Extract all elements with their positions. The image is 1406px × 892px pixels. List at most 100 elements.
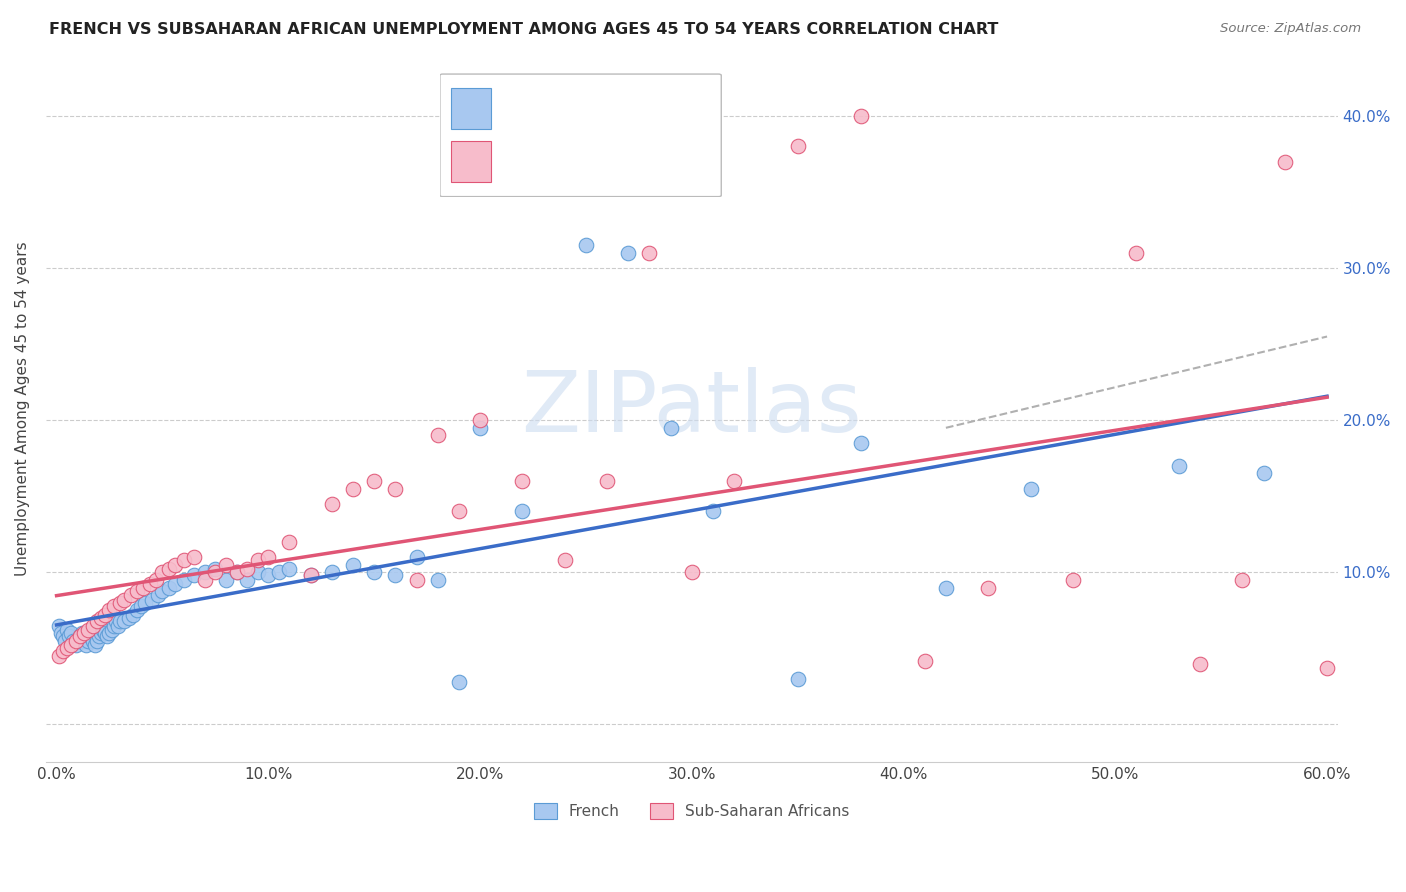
- Point: [73, 626, 96, 640]
- Point: [73, 633, 96, 648]
- Point: [125, 603, 148, 617]
- Point: [236, 562, 259, 576]
- Point: [82, 618, 104, 632]
- Point: [108, 614, 131, 628]
- Point: [62, 633, 84, 648]
- Point: [65, 638, 87, 652]
- Point: [1167, 458, 1189, 473]
- Point: [342, 558, 364, 572]
- Point: [152, 566, 174, 580]
- Point: [103, 618, 125, 632]
- Point: [60, 638, 83, 652]
- Point: [225, 566, 247, 580]
- Point: [342, 482, 364, 496]
- Point: [69, 629, 91, 643]
- Point: [107, 618, 129, 632]
- Point: [90, 611, 112, 625]
- Point: [405, 573, 427, 587]
- Point: [512, 504, 534, 518]
- Point: [52, 644, 75, 658]
- Point: [204, 562, 226, 576]
- Point: [215, 558, 238, 572]
- Point: [257, 550, 280, 565]
- Point: [87, 629, 110, 643]
- Point: [103, 599, 125, 613]
- Point: [384, 568, 406, 582]
- Point: [112, 592, 135, 607]
- Point: [384, 482, 406, 496]
- Point: [66, 633, 89, 648]
- Point: [104, 614, 127, 628]
- Point: [554, 553, 576, 567]
- Point: [1125, 245, 1147, 260]
- Point: [935, 581, 957, 595]
- Point: [90, 626, 112, 640]
- Point: [299, 568, 322, 582]
- Point: [215, 573, 238, 587]
- Point: [91, 623, 114, 637]
- Point: [225, 566, 247, 580]
- Point: [60, 626, 83, 640]
- Point: [49, 626, 72, 640]
- Point: [204, 566, 226, 580]
- Point: [138, 577, 160, 591]
- Point: [56, 641, 79, 656]
- Point: [1232, 573, 1254, 587]
- Point: [638, 245, 661, 260]
- Point: [53, 633, 76, 648]
- Point: [165, 577, 187, 591]
- Point: [100, 623, 122, 637]
- Point: [426, 428, 449, 442]
- Point: [132, 581, 155, 595]
- Point: [56, 623, 79, 637]
- Point: [94, 626, 117, 640]
- Point: [129, 599, 152, 613]
- Point: [77, 633, 100, 648]
- Point: [173, 553, 195, 567]
- Point: [145, 573, 167, 587]
- Point: [79, 629, 101, 643]
- Point: [702, 504, 724, 518]
- Point: [321, 497, 343, 511]
- Point: [194, 566, 217, 580]
- Point: [267, 566, 290, 580]
- Point: [96, 629, 118, 643]
- Point: [1188, 657, 1211, 671]
- Y-axis label: Unemployment Among Ages 45 to 54 years: Unemployment Among Ages 45 to 54 years: [15, 242, 30, 576]
- Point: [70, 626, 93, 640]
- Point: [363, 566, 385, 580]
- Point: [165, 558, 187, 572]
- Point: [681, 566, 703, 580]
- Point: [86, 614, 108, 628]
- Point: [363, 474, 385, 488]
- Point: [617, 245, 640, 260]
- Text: FRENCH VS SUBSAHARAN AFRICAN UNEMPLOYMENT AMONG AGES 45 TO 54 YEARS CORRELATION : FRENCH VS SUBSAHARAN AFRICAN UNEMPLOYMEN…: [49, 22, 998, 37]
- Point: [246, 566, 269, 580]
- Point: [278, 562, 301, 576]
- Point: [1253, 467, 1275, 481]
- Point: [786, 672, 808, 686]
- Point: [83, 638, 105, 652]
- Point: [125, 583, 148, 598]
- Point: [77, 623, 100, 637]
- Point: [405, 550, 427, 565]
- Point: [121, 607, 143, 622]
- Point: [183, 550, 205, 565]
- Point: [1019, 482, 1042, 496]
- Point: [257, 568, 280, 582]
- Point: [321, 566, 343, 580]
- Point: [112, 614, 135, 628]
- Point: [86, 633, 108, 648]
- Point: [173, 573, 195, 587]
- Point: [575, 238, 598, 252]
- Point: [69, 629, 91, 643]
- Point: [152, 583, 174, 598]
- Point: [596, 474, 619, 488]
- Point: [1316, 661, 1339, 675]
- Point: [134, 596, 156, 610]
- Point: [659, 421, 682, 435]
- Point: [278, 534, 301, 549]
- Point: [447, 674, 470, 689]
- Point: [468, 413, 491, 427]
- Point: [157, 581, 180, 595]
